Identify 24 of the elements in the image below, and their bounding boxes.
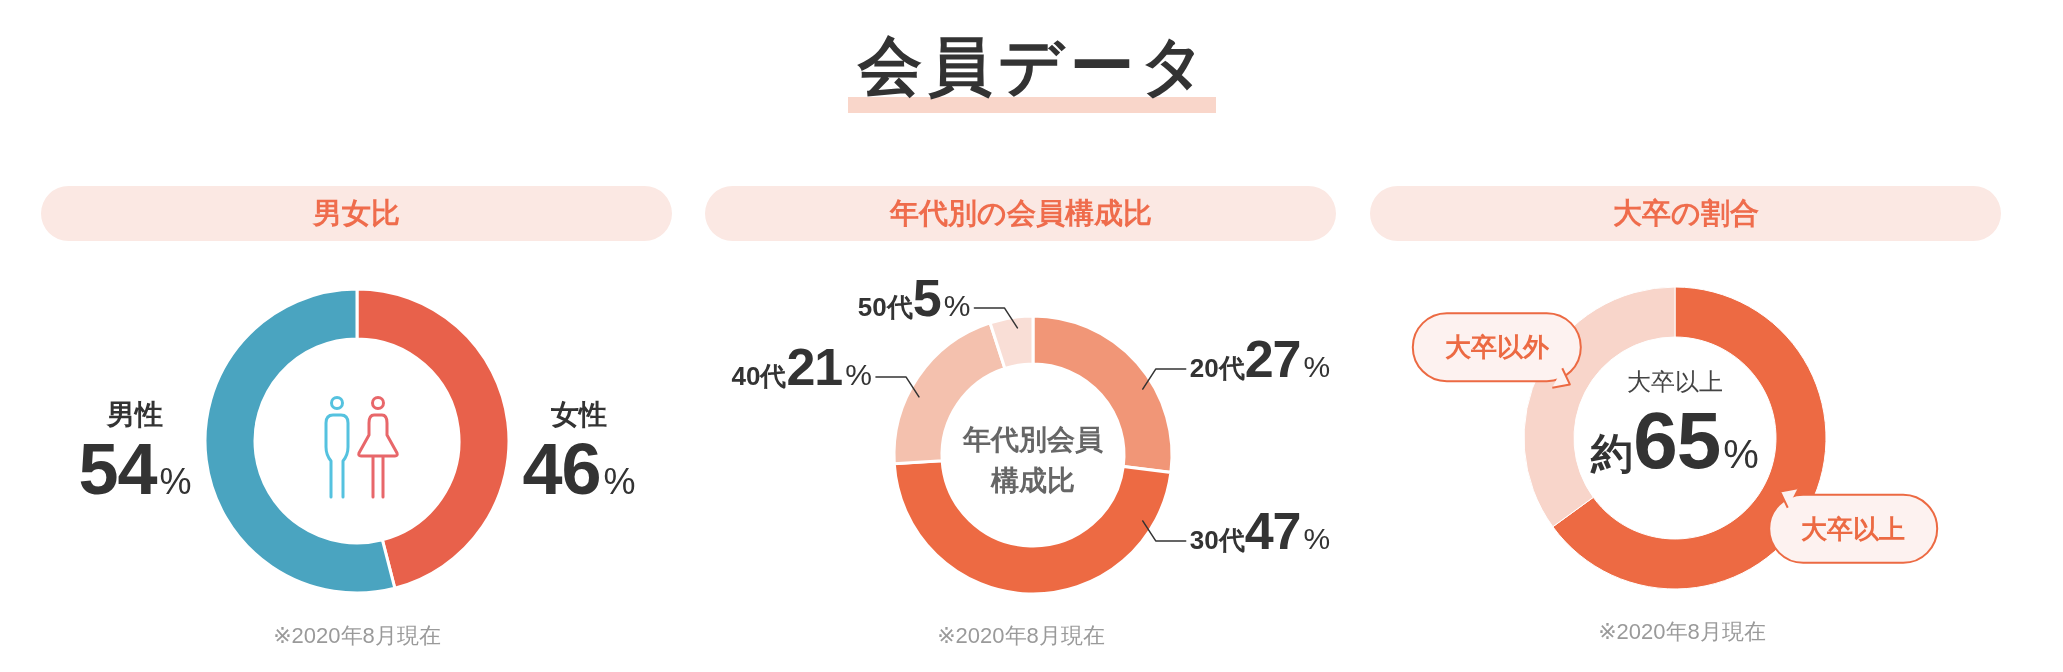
data-label: 27% <box>1244 330 1331 389</box>
data-label: 54% <box>78 429 192 509</box>
chart-title: 大卒の割合 <box>1612 196 1759 231</box>
slice-label: 20代 <box>1189 353 1245 384</box>
data-label: 46% <box>522 429 636 509</box>
text: 大卒以上 <box>1627 367 1723 397</box>
slice-label: 大卒以上 <box>1801 513 1906 544</box>
data-label: 約65% <box>1591 395 1759 485</box>
text: ※2020年8月現在 <box>273 622 441 650</box>
slice-label: 40代 <box>731 360 787 391</box>
text: 会員データ <box>857 30 1212 102</box>
slice-label: 男性 <box>107 398 163 432</box>
text: ※2020年8月現在 <box>1598 618 1766 646</box>
slice-label: 50代 <box>857 291 913 322</box>
slice-label: 女性 <box>551 398 607 432</box>
chart-title: 男女比 <box>313 196 400 231</box>
chart-title: 年代別の会員構成比 <box>889 196 1152 231</box>
slice-label: 30代 <box>1189 524 1245 555</box>
slice-label: 大卒以外 <box>1444 332 1550 363</box>
data-label: 5% <box>912 268 971 327</box>
data-label: 47% <box>1244 501 1331 560</box>
text: ※2020年8月現在 <box>937 622 1105 650</box>
data-label: 21% <box>786 337 872 396</box>
text: 年代別会員構成比 <box>961 423 1104 498</box>
